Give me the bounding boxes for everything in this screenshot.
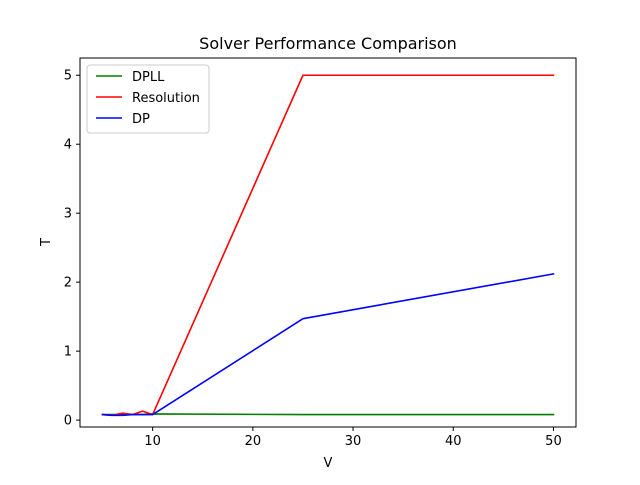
- chart-title: Solver Performance Comparison: [199, 34, 457, 53]
- x-tick-label: 30: [345, 434, 362, 449]
- y-tick-label: 0: [64, 414, 72, 429]
- y-tick-label: 2: [64, 276, 72, 291]
- y-tick-label: 4: [64, 138, 72, 153]
- x-tick-label: 20: [245, 434, 262, 449]
- y-tick-label: 1: [64, 345, 72, 360]
- y-tick-label: 3: [64, 207, 72, 222]
- legend-label-dp: DP: [132, 112, 150, 127]
- axes-frame: [79, 57, 577, 428]
- series-line-dpll: [101, 413, 555, 416]
- legend-box: [86, 64, 210, 134]
- x-tick-label: 40: [445, 434, 462, 449]
- y-axis-label: T: [39, 238, 54, 247]
- series-line-dp: [101, 272, 555, 417]
- x-tick-label: 50: [545, 434, 562, 449]
- legend-label-dpll: DPLL: [132, 70, 165, 85]
- y-tick-label: 5: [64, 69, 72, 84]
- x-tick-label: 10: [144, 434, 161, 449]
- legend: DPLL Resolution DP: [86, 64, 210, 134]
- x-axis-label: V: [324, 456, 333, 471]
- plot-area: 10 20 30 40 50 0 1 2 3 4 5: [64, 57, 577, 449]
- legend-label-resolution: Resolution: [132, 91, 200, 106]
